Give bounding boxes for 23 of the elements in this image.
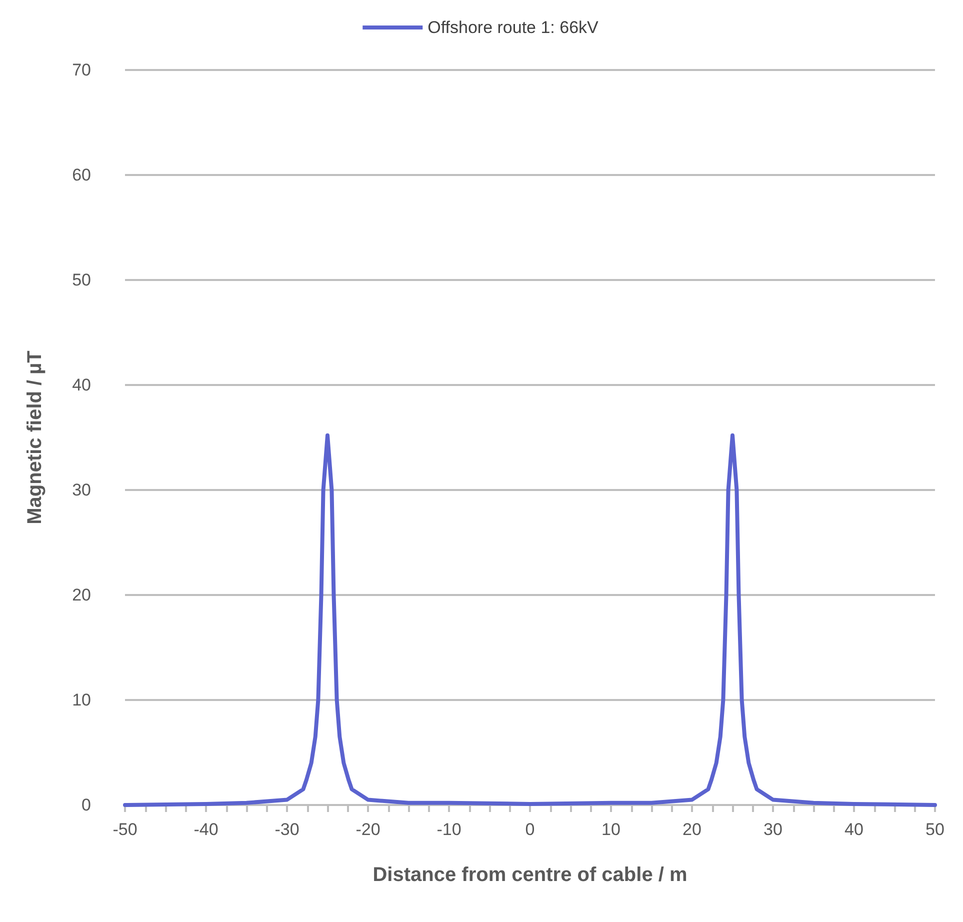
x-tick-label: 20 (682, 820, 702, 839)
x-tick-label: 0 (525, 820, 535, 839)
line-series (123, 433, 937, 807)
legend-label: Offshore route 1: 66kV (428, 18, 600, 37)
x-tick-label: -50 (112, 820, 138, 839)
x-tick-label: -20 (356, 820, 380, 839)
y-axis-title: Magnetic field / µT (24, 350, 46, 524)
y-tick-label: 0 (82, 796, 91, 814)
x-tick-label: -40 (194, 820, 218, 839)
y-tick-label: 30 (72, 480, 91, 500)
y-tick-label: 20 (72, 586, 91, 604)
y-tick-label: 40 (72, 376, 91, 394)
x-tick-label: -10 (436, 820, 462, 839)
x-tick-label: 30 (764, 820, 782, 839)
y-tick-label: 10 (72, 690, 91, 710)
x-tick-label: 40 (844, 820, 864, 839)
x-tick-label: -30 (274, 820, 300, 839)
y-tick-label: 50 (72, 270, 91, 290)
x-axis-title: Distance from centre of cable / m (372, 864, 688, 886)
x-tick-label: 50 (926, 820, 944, 839)
y-tick-label: 60 (72, 166, 91, 184)
x-tick-label: 10 (602, 820, 620, 839)
y-tick-label: 70 (72, 60, 91, 80)
